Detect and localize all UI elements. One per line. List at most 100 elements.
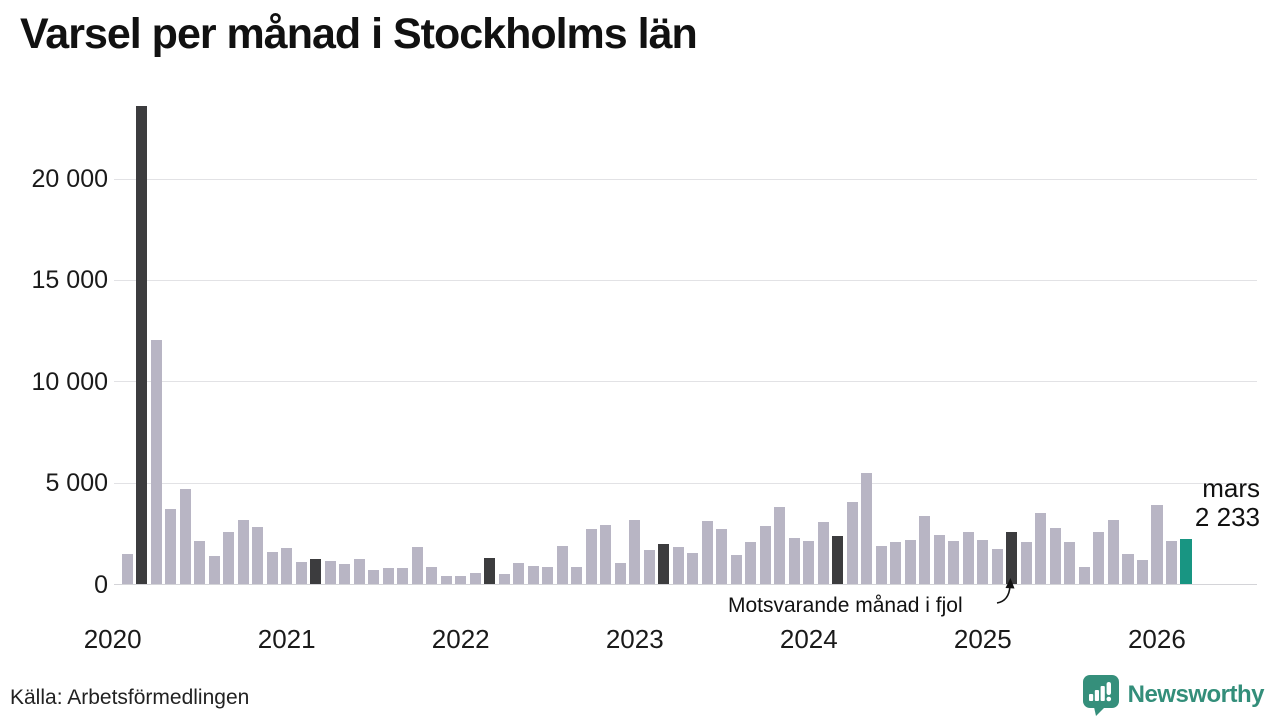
bar-2025-03 (1006, 531, 1018, 585)
bar-2022-11 (600, 525, 612, 585)
bar-2020-02 (121, 554, 133, 585)
annotation-arrow-icon (996, 578, 1015, 604)
bar-2024-05 (861, 472, 873, 585)
bar-2021-02 (295, 562, 307, 585)
bar-2024-12 (962, 531, 974, 585)
x-axis-year-label-2020: 2020 (83, 624, 142, 654)
bar-2022-06 (527, 565, 539, 585)
chart-title: Varsel per månad i Stockholms län (20, 10, 698, 58)
bar-2021-10 (411, 547, 423, 585)
bar-2024-04 (846, 502, 858, 585)
bar-2026-01 (1151, 505, 1163, 585)
bar-2020-05 (165, 509, 177, 585)
bar-2024-11 (948, 540, 960, 585)
highlight-month: mars (1202, 473, 1260, 503)
y-axis-tick-label: 0 (94, 570, 108, 599)
bar-2024-01 (803, 540, 815, 585)
bar-2026-03 (1180, 539, 1192, 585)
bar-2021-05 (339, 564, 351, 585)
bar-2020-12 (266, 552, 278, 585)
bar-2025-08 (1078, 566, 1090, 585)
bar-2022-05 (513, 563, 525, 585)
y-axis-tick-label: 20 000 (31, 165, 108, 193)
bar-2022-04 (498, 573, 510, 585)
x-axis-year-label-2026: 2026 (1127, 624, 1186, 654)
bar-2022-12 (614, 563, 626, 585)
bar-2024-07 (890, 541, 902, 585)
bar-2025-01 (977, 539, 989, 585)
gridline-20000 (114, 178, 1257, 180)
bar-2025-07 (1064, 542, 1076, 585)
bar-2023-08 (730, 554, 742, 585)
newsworthy-chart-bubble-icon (1082, 675, 1119, 716)
bar-2025-06 (1049, 528, 1061, 585)
y-axis-tick-label: 5 000 (45, 469, 108, 498)
bar-2023-03 (658, 544, 670, 585)
bar-2021-06 (353, 558, 365, 585)
x-axis-year-label-2024: 2024 (779, 624, 838, 654)
gridline-15000 (114, 279, 1257, 281)
bar-2020-08 (208, 556, 220, 585)
bar-2024-08 (904, 539, 916, 585)
bar-2020-04 (150, 340, 162, 585)
x-axis-year-label-2022: 2022 (431, 624, 490, 654)
bar-2025-09 (1093, 531, 1105, 585)
bar-2021-03 (310, 558, 322, 585)
bar-2025-04 (1020, 541, 1032, 585)
annotation-text: Motsvarande månad i fjol (728, 594, 963, 617)
bar-2024-10 (933, 535, 945, 585)
brand-logo: Newsworthy (1082, 674, 1265, 716)
bar-2024-09 (919, 515, 931, 585)
bar-2021-12 (440, 576, 452, 585)
bar-2023-04 (672, 547, 684, 585)
bar-2024-03 (832, 535, 844, 585)
x-axis-year-label-2025: 2025 (953, 624, 1012, 654)
bar-2020-06 (179, 488, 191, 585)
bar-2025-02 (991, 549, 1003, 585)
bar-2022-02 (469, 573, 481, 585)
bar-2021-01 (281, 548, 293, 585)
bar-2021-04 (324, 560, 336, 585)
bar-2025-11 (1122, 553, 1134, 585)
gridline-0 (114, 584, 1257, 585)
bar-2025-10 (1107, 519, 1119, 585)
bar-2026-02 (1165, 540, 1177, 585)
bar-2020-07 (194, 540, 206, 585)
bar-2023-11 (774, 507, 786, 585)
bar-2022-09 (571, 566, 583, 585)
bar-2024-02 (817, 522, 829, 585)
bar-2023-09 (745, 541, 757, 585)
bar-2023-06 (701, 521, 713, 585)
bar-2025-05 (1035, 512, 1047, 585)
gridline-5000 (114, 482, 1257, 484)
highlight-value: 2 233 (1194, 502, 1260, 532)
bar-2023-07 (716, 529, 728, 585)
gridline-10000 (114, 381, 1257, 383)
bar-2021-11 (426, 567, 438, 585)
bar-2020-09 (223, 531, 235, 585)
bar-2021-07 (368, 569, 380, 585)
highlight-label: mars 2 233 (1195, 474, 1260, 532)
bar-2025-12 (1136, 560, 1148, 585)
brand-name: Newsworthy (1127, 681, 1265, 708)
bar-2020-11 (252, 526, 264, 585)
x-axis-year-label-2023: 2023 (605, 624, 664, 654)
x-axis-year-label-2021: 2021 (257, 624, 316, 654)
y-axis-tick-label: 10 000 (31, 367, 108, 396)
bar-2023-12 (788, 537, 800, 585)
y-axis-tick-label: 15 000 (31, 266, 108, 295)
bar-2022-10 (585, 529, 597, 585)
bar-2021-09 (397, 568, 409, 585)
bar-2022-08 (556, 545, 568, 585)
source-caption: Källa: Arbetsförmedlingen (10, 686, 250, 709)
bar-2022-07 (542, 567, 554, 585)
bar-2021-08 (382, 567, 394, 585)
bar-2024-06 (875, 546, 887, 585)
bar-2020-10 (237, 519, 249, 585)
bar-2022-03 (484, 558, 496, 585)
bar-2023-05 (687, 553, 699, 585)
bar-2023-02 (643, 550, 655, 585)
bar-2023-10 (759, 526, 771, 585)
bar-2022-01 (455, 575, 467, 585)
